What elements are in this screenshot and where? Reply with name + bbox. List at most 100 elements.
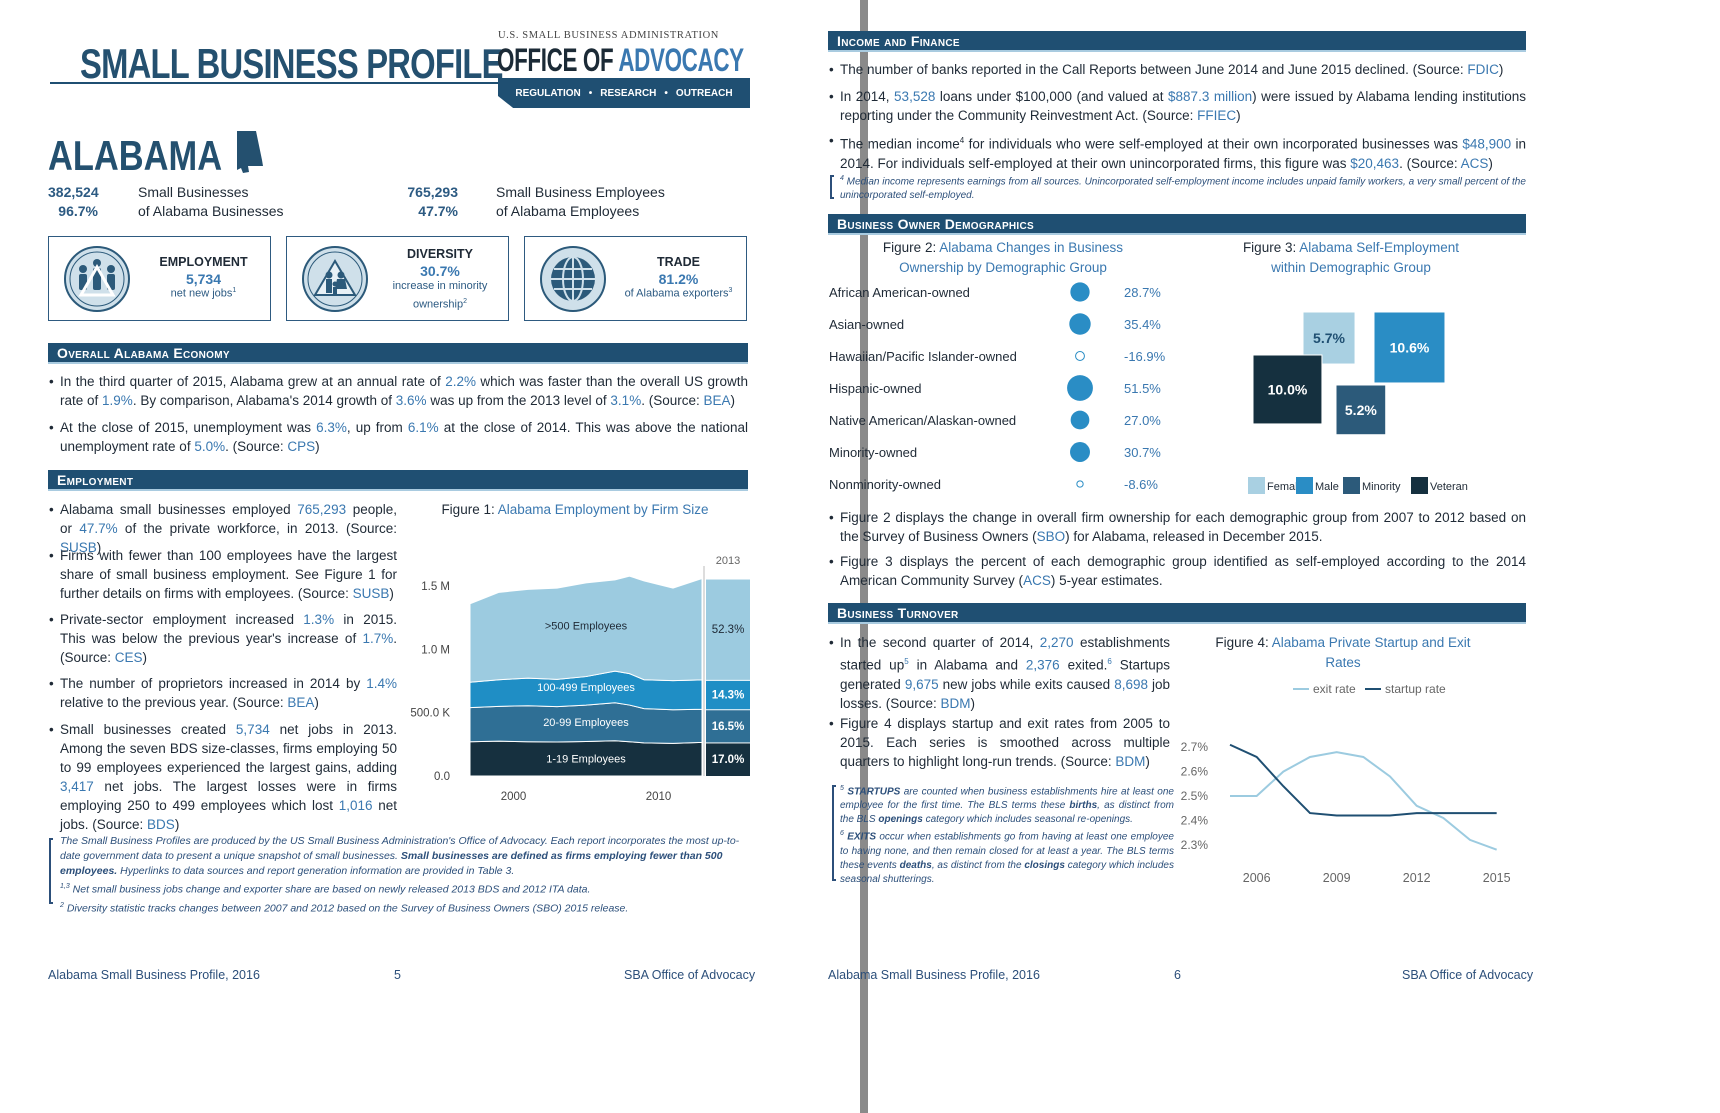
source-link[interactable]: SUSB <box>352 586 390 601</box>
value: 1,016 <box>338 798 373 813</box>
footnote-text: category which includes seasonal re-open… <box>922 814 1133 826</box>
figure-prefix: Figure 2: <box>882 240 940 255</box>
footer-left: Alabama Small Business Profile, 2016 <box>48 968 260 982</box>
value: 6.3% <box>316 420 347 435</box>
source-link[interactable]: CES <box>114 650 143 665</box>
ribbon: REGULATION • RESEARCH • OUTREACH <box>498 78 750 108</box>
source-link[interactable]: FFIEC <box>1197 108 1237 123</box>
text: The median income <box>840 136 960 152</box>
legend-label: Minority <box>1362 481 1401 493</box>
footnote-text: Net small business jobs change and expor… <box>69 883 591 896</box>
employment-text: EMPLOYMENT 5,734 net new jobs1 <box>141 255 266 300</box>
x-tick-label: 2000 <box>501 791 527 803</box>
economy-bullet: In the third quarter of 2015, Alabama gr… <box>49 372 748 410</box>
figure-2-bubble-chart: African American-owned 28.7% Asian-owned 35… <box>829 282 1166 492</box>
value: 3,417 <box>60 779 94 794</box>
y-tick-label: 1.5 M <box>421 581 450 593</box>
text: ) <box>389 586 394 601</box>
legend-swatch <box>1411 477 1428 494</box>
page-number: 6 <box>1174 968 1181 982</box>
source-link[interactable]: CPS <box>287 439 316 454</box>
source-link[interactable]: BEA <box>287 695 315 710</box>
value-label: 51.5% <box>1124 381 1161 396</box>
text: Firms with fewer than 100 employees have… <box>60 548 397 601</box>
alabama-shape-icon <box>237 131 263 173</box>
footnote-bold: EXITS <box>847 831 877 843</box>
legend-label: Female <box>1267 481 1304 493</box>
section-turnover-header: Business Turnover <box>828 603 1526 624</box>
text: The number of banks reported in the Call… <box>840 62 1468 77</box>
figure-title-link[interactable]: Alabama Changes in Business Ownership by… <box>899 240 1124 275</box>
text: of the private workforce, in 2013. (Sour… <box>117 521 397 536</box>
text: ) <box>315 439 320 454</box>
card-sub-wrap: of Alabama exporters3 <box>611 287 746 300</box>
x-tick-label: 2010 <box>646 791 672 803</box>
figure-title-link[interactable]: Alabama Employment by Firm Size <box>497 502 709 517</box>
employment-icon <box>64 246 130 312</box>
text: , up from <box>346 420 408 435</box>
card-sub: increase in minority ownership <box>392 280 488 311</box>
ribbon-research: RESEARCH <box>600 87 657 99</box>
legend-swatch <box>1343 477 1360 494</box>
share-label: 16.5% <box>712 721 745 733</box>
value: 1.9% <box>102 393 133 408</box>
ribbon-dot: • <box>588 87 593 99</box>
text: At the close of 2015, unemployment was <box>60 420 317 435</box>
category-label: African American-owned <box>829 285 970 300</box>
square-mark <box>1252 354 1323 425</box>
figure-title-link[interactable]: Alabama Self-Employment within Demograph… <box>1271 240 1460 275</box>
text: Figure 2 displays the change in overall … <box>840 510 1526 544</box>
legend-swatch <box>1296 477 1313 494</box>
share-label: 14.3% <box>712 690 745 702</box>
text: ) <box>1236 108 1241 123</box>
footnote-bold: deaths <box>899 859 932 871</box>
card-title: TRADE <box>656 255 701 269</box>
series-label: 1-19 Employees <box>546 753 626 765</box>
text: in 2014. For individuals self-employed a… <box>840 136 1526 171</box>
figure-title-link[interactable]: Alabama Private Startup and Exit Rates <box>1271 635 1471 670</box>
source-link[interactable]: SBO <box>1036 529 1066 544</box>
section-income-header: Income and Finance <box>828 31 1526 52</box>
category-label: Hawaiian/Pacific Islander-owned <box>829 349 1017 364</box>
value: $48,900 <box>1462 136 1512 152</box>
footnote-sup: 2 <box>60 901 64 909</box>
source-link[interactable]: ACS <box>1460 155 1489 171</box>
header-rule <box>50 82 745 84</box>
text: ) 5-year estimates. <box>1050 573 1163 588</box>
card-sub: of Alabama exporters <box>624 287 729 300</box>
y-tick-label: 0.0 <box>434 771 450 783</box>
square-mark <box>1335 384 1387 436</box>
value: 3.6% <box>395 393 427 408</box>
text: ) <box>314 695 319 710</box>
category-label: Asian-owned <box>829 317 904 332</box>
footnote-bold: closings <box>1024 859 1065 871</box>
value-label: -8.6% <box>1124 477 1158 492</box>
source-link[interactable]: FDIC <box>1467 62 1499 77</box>
text: at the close of 2014. This was above the… <box>60 420 748 454</box>
y-tick-label: 2.3% <box>1181 838 1209 852</box>
source-link[interactable]: ACS <box>1023 573 1051 588</box>
source-link[interactable]: BDS <box>147 817 175 832</box>
value-label: 28.7% <box>1124 285 1161 300</box>
text: net jobs. (Source: <box>60 798 397 832</box>
source-link[interactable]: BEA <box>703 393 731 408</box>
value: 5.0% <box>194 439 226 454</box>
text: ) <box>142 650 148 665</box>
line-series <box>1229 743 1497 817</box>
footnote-text: , as distinct from the <box>931 859 1025 871</box>
sup: 5 <box>904 657 909 666</box>
note-bracket <box>830 175 834 199</box>
y-tick-label: 1.0 M <box>421 644 450 656</box>
text: establishments started up <box>840 635 1170 673</box>
source-link[interactable]: BDM <box>1115 754 1146 769</box>
source-link[interactable]: BDM <box>940 695 971 711</box>
value: 5,734 <box>235 722 270 737</box>
text: ) <box>1498 62 1504 77</box>
ribbon-dot: • <box>664 87 668 99</box>
text: job losses. (Source: <box>840 676 1170 711</box>
ribbon-outreach: OUTREACH <box>675 87 733 99</box>
note-bracket <box>832 785 836 881</box>
text: Startups generated <box>840 657 1170 692</box>
income-footnote: 4 Median income represents earnings from… <box>840 172 1526 203</box>
footnote-sup: 5 <box>840 785 844 792</box>
